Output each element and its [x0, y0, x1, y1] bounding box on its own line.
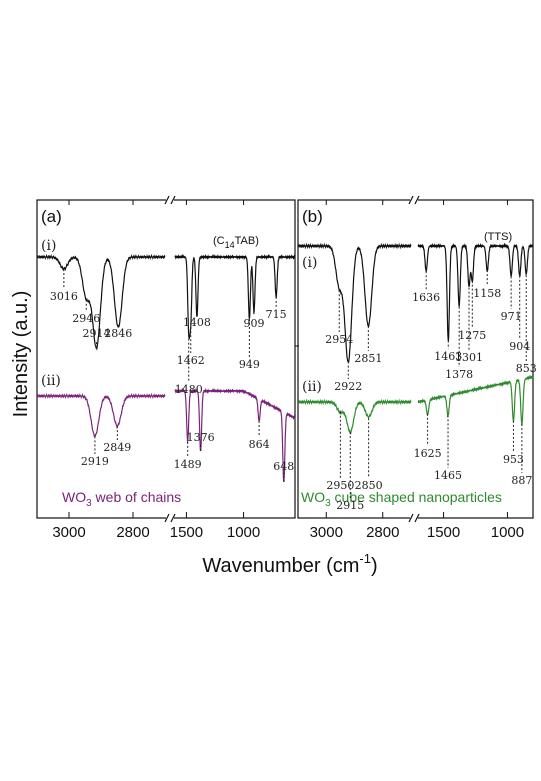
series-line: [417, 242, 534, 342]
peak-label: 864: [249, 438, 270, 451]
axis-break-slash: [170, 513, 176, 523]
panel-b-ticks: 3000 2800 1500 1000: [310, 200, 524, 541]
peak-label: 1480: [175, 383, 203, 396]
series-line: [297, 242, 412, 363]
series-line: [417, 374, 534, 426]
axis-break-slash: [408, 195, 414, 205]
peak-label: 1636: [412, 291, 440, 304]
axis-break-slash: [414, 195, 420, 205]
panel-a: (a) (C14TAB) (i) (ii) WO3 web of chains …: [36, 195, 296, 541]
peak-label: 1301: [455, 351, 483, 364]
peak-label: 1376: [187, 431, 215, 444]
panel-a-compound-label: (C14TAB): [213, 235, 259, 250]
x-tick-label: 3000: [310, 524, 343, 541]
panel-b-annotation: WO3 cube shaped nanoparticles: [301, 489, 502, 509]
y-axis-label: Intensity (a.u.): [10, 291, 32, 418]
series-b-i-label: (i): [302, 255, 317, 271]
peak-label: 887: [511, 474, 532, 487]
panel-b-frame: [297, 199, 534, 519]
peak-label: 2954: [325, 333, 353, 346]
series-a-i-label: (i): [41, 238, 56, 254]
peak-label: 904: [509, 340, 530, 353]
peak-label: 2919: [81, 455, 109, 468]
series-line: [174, 387, 296, 483]
x-tick-label: 3000: [52, 524, 85, 541]
axis-break-gap: [166, 196, 174, 204]
axis-break-bottom: [164, 513, 176, 523]
panel-b-label: (b): [302, 207, 323, 226]
axis-break-slash: [164, 513, 170, 523]
axis-break-gap: [410, 514, 418, 522]
series-line: [174, 253, 296, 340]
peak-label: 2849: [103, 441, 131, 454]
peak-label: 1378: [445, 368, 473, 381]
peak-label: 2846: [104, 327, 132, 340]
x-axis-label-sup: -1: [359, 551, 371, 566]
peak-label: 1158: [473, 287, 501, 300]
peak-label: 2922: [334, 380, 362, 393]
panel-b: (b) (TTS) (i) (ii) WO3 cube shaped nanop…: [297, 195, 537, 541]
peak-label: 2915: [336, 499, 364, 512]
axis-break-slash: [408, 513, 414, 523]
peak-label: 1408: [183, 316, 211, 329]
x-tick-label: 2800: [366, 524, 399, 541]
peak-label: 2850: [355, 479, 383, 492]
x-tick-label: 1500: [170, 524, 203, 541]
peak-label: 1462: [177, 354, 205, 367]
peak-label: 1489: [174, 458, 202, 471]
panel-a-annotation: WO3 web of chains: [62, 489, 181, 509]
axis-break-slash: [170, 195, 176, 205]
peak-label: 715: [266, 308, 287, 321]
peak-label: 2851: [354, 352, 382, 365]
peak-label: 3016: [50, 290, 78, 303]
peak-label: 648: [273, 460, 294, 473]
peak-label: 953: [503, 453, 524, 466]
axis-break-top: [164, 195, 176, 205]
x-tick-label: 1000: [491, 524, 524, 541]
axis-break-bottom: [408, 513, 420, 523]
panel-b-curves: [297, 242, 534, 436]
peak-label: 1465: [434, 469, 462, 482]
series-line: [297, 398, 412, 436]
series-b-ii-label: (ii): [302, 379, 322, 395]
axis-break-top: [408, 195, 420, 205]
peak-label: 971: [501, 310, 522, 323]
x-axis-label-close: ): [371, 555, 378, 577]
axis-break-gap: [410, 196, 418, 204]
series-line: [36, 392, 166, 438]
series-a-ii-label: (ii): [41, 373, 61, 389]
series-line: [36, 253, 166, 351]
peak-label: 949: [239, 358, 260, 371]
x-axis-label-main: Wavenumber (cm: [202, 555, 359, 577]
peak-label: 2946: [72, 312, 100, 325]
panel-a-label: (a): [41, 207, 62, 226]
peak-label: 1625: [414, 447, 442, 460]
peak-label: 1463: [434, 350, 462, 363]
x-axis-label: Wavenumber (cm-1): [202, 551, 377, 577]
peak-label: 853: [516, 362, 537, 375]
x-tick-label: 2800: [116, 524, 149, 541]
peak-label: 909: [243, 317, 264, 330]
axis-break-slash: [164, 195, 170, 205]
peak-label: 2914: [83, 327, 111, 340]
axis-break-gap: [166, 514, 174, 522]
panel-a-curves: [36, 253, 296, 483]
x-tick-label: 1000: [227, 524, 260, 541]
panel-b-compound-label: (TTS): [484, 231, 512, 243]
x-tick-label: 1500: [427, 524, 460, 541]
panel-a-ticks: 3000 2800 1500 1000: [52, 200, 260, 541]
peak-label: 1275: [458, 329, 486, 342]
axis-break-slash: [414, 513, 420, 523]
peak-label: 2950: [326, 479, 354, 492]
